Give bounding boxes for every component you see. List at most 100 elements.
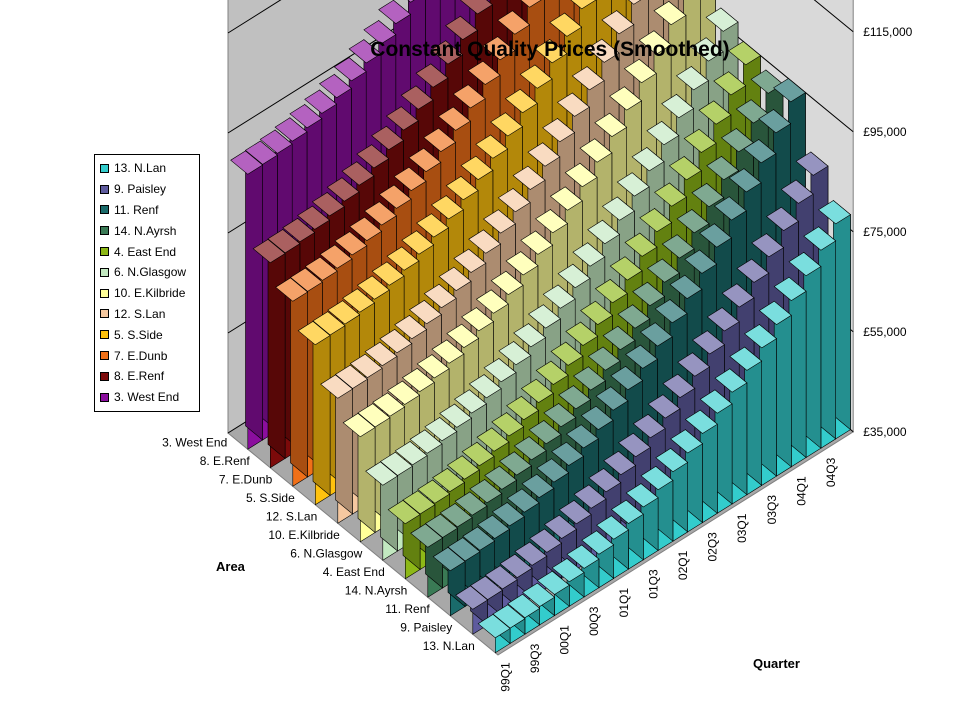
legend: 13. N.Lan 9. Paisley 11. Renf 14. N.Ayrsh 4.… <box>94 154 200 412</box>
quarter-tick-label: 03Q3 <box>765 495 779 525</box>
quarter-tick-label: 02Q1 <box>676 550 690 580</box>
bar <box>803 226 837 449</box>
area-tick-label: 4. East End <box>323 565 385 579</box>
y-tick-label: £55,000 <box>863 325 907 339</box>
bar <box>477 613 511 654</box>
legend-item: 14. N.Ayrsh <box>95 220 199 241</box>
bar <box>252 238 286 469</box>
bar <box>596 515 630 579</box>
value-axis: £35,000£55,000£75,000£95,000£115,000£135… <box>863 25 912 439</box>
area-axis: 3. West End 8. E.Renf 7. E.Dunb 5. S.Side 12… <box>162 435 475 653</box>
quarter-tick-label: 03Q1 <box>735 513 749 543</box>
quarter-tick-label: 99Q1 <box>498 662 512 692</box>
quarter-tick-label: 02Q3 <box>706 532 720 562</box>
bar <box>551 557 585 607</box>
bar <box>684 409 718 524</box>
quarter-tick-label: 04Q3 <box>824 457 838 487</box>
area-tick-label: 14. N.Ayrsh <box>345 583 407 597</box>
legend-swatch <box>100 205 109 215</box>
legend-item: 4. East End <box>95 241 199 262</box>
area-tick-label: 10. E.Kilbride <box>268 528 340 542</box>
bar <box>670 428 704 533</box>
area-tick-label: 12. S.Lan <box>266 509 317 523</box>
legend-label: 5. S.Side <box>114 327 163 342</box>
bar <box>342 412 376 543</box>
area-axis-title: Area <box>216 559 246 574</box>
bar <box>297 320 331 506</box>
bar <box>432 546 466 617</box>
legend-label: 10. E.Kilbride <box>114 286 186 301</box>
bar <box>610 499 644 570</box>
legend-swatch <box>100 351 109 361</box>
area-tick-label: 9. Paisley <box>400 620 452 634</box>
quarter-tick-label: 00Q1 <box>558 625 572 655</box>
area-tick-label: 7. E.Dunb <box>219 472 273 486</box>
bar <box>536 570 570 617</box>
legend-label: 14. N.Ayrsh <box>114 223 177 238</box>
y-tick-label: £35,000 <box>863 425 907 439</box>
x-axis-title: Quarter <box>753 656 800 671</box>
legend-label: 13. N.Lan <box>114 161 167 176</box>
area-tick-label: 13. N.Lan <box>423 639 475 653</box>
bar <box>387 499 421 580</box>
y-tick-label: £75,000 <box>863 225 907 239</box>
legend-item: 7. E.Dunb <box>95 345 199 366</box>
bar <box>699 389 733 514</box>
legend-label: 11. Renf <box>114 202 159 217</box>
legend-item: 11. Renf <box>95 200 199 221</box>
y-tick-label: £115,000 <box>863 25 912 39</box>
legend-item: 9. Paisley <box>95 179 199 200</box>
legend-label: 12. S.Lan <box>114 306 166 321</box>
legend-label: 9. Paisley <box>114 182 167 197</box>
legend-swatch <box>100 184 109 194</box>
bars <box>230 0 852 654</box>
bar <box>566 544 600 598</box>
quarter-tick-label: 00Q3 <box>587 606 601 636</box>
chart-title: Constant Quality Prices (Smoothed) <box>370 38 730 61</box>
legend-label: 8. E.Renf <box>114 369 165 384</box>
legend-item: 12. S.Lan <box>95 304 199 325</box>
bar <box>507 593 541 635</box>
legend-item: 8. E.Renf <box>95 366 199 387</box>
area-tick-label: 8. E.Renf <box>200 454 251 468</box>
legend-item: 6. N.Glasgow <box>95 262 199 283</box>
bar <box>655 447 689 542</box>
legend-label: 3. West End <box>114 390 180 405</box>
legend-swatch <box>100 163 109 173</box>
legend-label: 7. E.Dunb <box>114 348 168 363</box>
y-tick-label: £95,000 <box>863 125 907 139</box>
bar <box>514 541 548 598</box>
series-row <box>477 199 852 654</box>
legend-swatch <box>100 392 109 402</box>
bar <box>729 346 763 496</box>
bar <box>640 465 674 552</box>
legend-item: 10. E.Kilbride <box>95 283 199 304</box>
quarter-tick-label: 04Q1 <box>794 476 808 506</box>
legend-swatch <box>100 371 109 381</box>
legend-item: 13. N.Lan <box>95 158 199 179</box>
bar <box>230 150 264 450</box>
gridline <box>227 0 854 134</box>
legend-swatch <box>100 226 109 236</box>
bar <box>714 368 748 505</box>
legend-item: 5. S.Side <box>95 324 199 345</box>
legend-swatch <box>100 330 109 340</box>
area-tick-label: 3. West End <box>162 435 227 449</box>
legend-label: 4. East End <box>114 244 177 259</box>
quarter-tick-label: 99Q3 <box>528 643 542 673</box>
legend-swatch <box>100 247 109 257</box>
quarter-axis: 99Q1 99Q3 00Q1 00Q3 01Q1 01Q3 02Q1 02Q3 03Q1 03Q3… <box>498 457 838 691</box>
bar <box>744 323 778 486</box>
legend-label: 6. N.Glasgow <box>114 265 187 280</box>
bar <box>625 482 659 561</box>
area-tick-label: 6. N.Glasgow <box>290 546 362 560</box>
bar <box>492 604 526 645</box>
legend-swatch <box>100 288 109 298</box>
quarter-tick-label: 01Q1 <box>617 588 631 618</box>
area-tick-label: 5. S.Side <box>246 491 295 505</box>
bar <box>773 276 807 468</box>
legend-item: 3. West End <box>95 387 199 408</box>
legend-swatch <box>100 309 109 319</box>
